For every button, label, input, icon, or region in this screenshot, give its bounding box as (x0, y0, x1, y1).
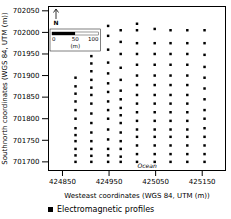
svg-text:Westeast coordinates (WGS 84,: Westeast coordinates (WGS 84, UTM (m)) (64, 192, 210, 200)
svg-text:50: 50 (72, 36, 79, 42)
svg-text:N: N (53, 19, 58, 26)
svg-text:702000: 702000 (13, 29, 40, 37)
svg-text:0: 0 (52, 36, 56, 42)
svg-text:425050: 425050 (142, 178, 169, 186)
svg-text:701800: 701800 (13, 115, 40, 123)
svg-text:701750: 701750 (13, 137, 40, 145)
svg-text:701950: 701950 (13, 50, 40, 58)
svg-text:701900: 701900 (13, 72, 40, 80)
svg-text:701850: 701850 (13, 93, 40, 101)
svg-text:Ocean: Ocean (138, 162, 157, 169)
svg-text:424950: 424950 (96, 178, 123, 186)
html-text:Electromagnetic profiles: Electromagnetic profiles (57, 205, 155, 214)
svg-text:425150: 425150 (189, 178, 216, 186)
svg-text:424850: 424850 (49, 178, 76, 186)
svg-text:701700: 701700 (13, 158, 40, 166)
svg-text:100: 100 (88, 36, 99, 42)
svg-text:702050: 702050 (13, 7, 40, 15)
svg-text:(m): (m) (70, 43, 80, 49)
svg-text:Southnorth coordinates (WGS 84: Southnorth coordinates (WGS 84, UTM (m)) (1, 12, 9, 165)
